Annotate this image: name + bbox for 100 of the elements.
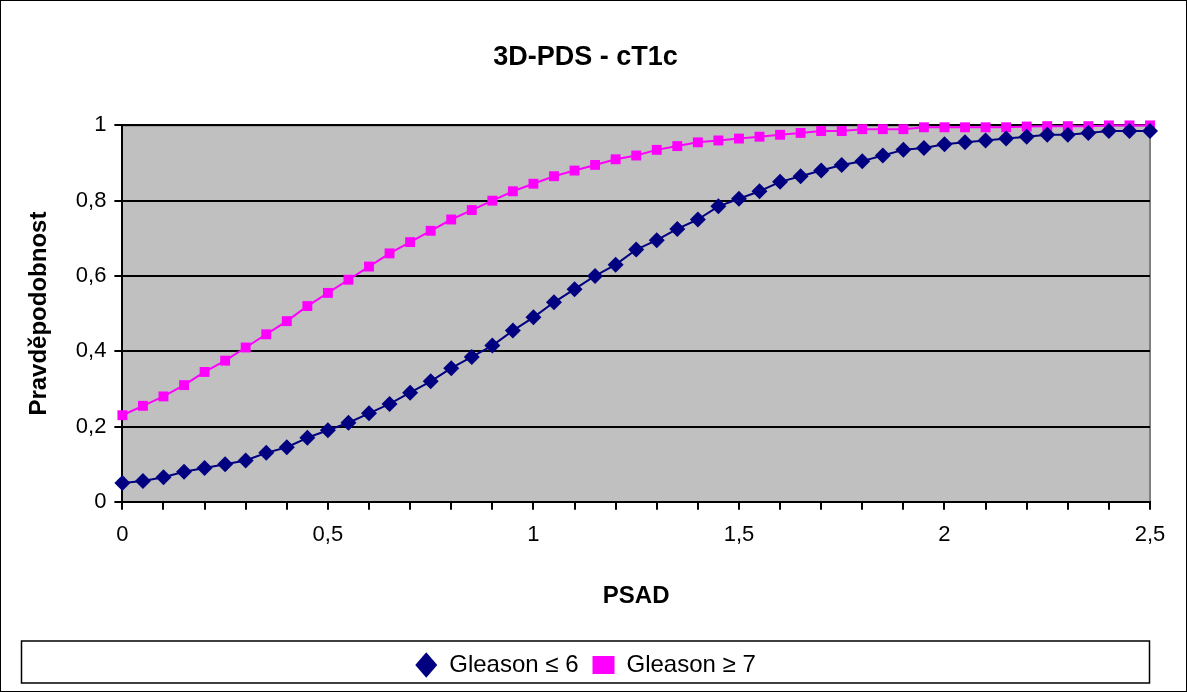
legend-label: Gleason ≤ 6	[449, 649, 579, 677]
x-tick-label: 0	[116, 521, 129, 547]
point	[792, 168, 809, 185]
y-tick-label: 0	[94, 487, 107, 513]
point	[795, 127, 806, 138]
point	[1018, 128, 1035, 145]
point	[651, 144, 662, 155]
point	[939, 122, 950, 133]
point	[689, 211, 706, 228]
y-tick-label: 0,2	[75, 412, 107, 438]
point	[281, 316, 292, 327]
point	[918, 122, 929, 133]
point	[381, 395, 398, 412]
point	[504, 322, 521, 339]
point	[566, 281, 583, 298]
point	[877, 124, 888, 135]
point	[1100, 123, 1117, 140]
point	[734, 133, 744, 144]
point	[158, 391, 169, 402]
point	[713, 135, 724, 146]
point	[322, 287, 333, 298]
point	[998, 130, 1015, 147]
point	[134, 473, 151, 490]
point	[775, 129, 786, 140]
y-tick-label: 0,8	[75, 186, 107, 212]
point	[751, 183, 768, 200]
point	[240, 342, 251, 353]
y-tick-label: 1	[94, 111, 107, 137]
point	[525, 309, 542, 326]
point	[833, 156, 850, 173]
point	[977, 132, 994, 149]
point	[402, 384, 419, 401]
point	[590, 159, 601, 170]
x-tick-label: 1,5	[723, 521, 755, 547]
point	[915, 139, 932, 156]
point	[874, 147, 891, 164]
point	[179, 380, 189, 391]
point	[114, 474, 131, 491]
point	[137, 400, 148, 411]
point	[528, 178, 539, 189]
point	[836, 126, 847, 136]
point	[466, 205, 477, 216]
point	[631, 150, 642, 161]
point	[487, 195, 498, 206]
point	[854, 153, 871, 170]
point	[361, 405, 378, 422]
x-tick-label: 2	[938, 521, 951, 547]
point	[1142, 123, 1158, 140]
point	[443, 360, 460, 377]
point	[980, 122, 991, 133]
point	[384, 248, 395, 259]
point	[813, 162, 830, 179]
point	[220, 355, 231, 366]
point	[484, 337, 501, 354]
point	[302, 301, 313, 312]
point	[772, 173, 789, 190]
x-tick-label: 1	[527, 521, 540, 547]
y-axis-title: Pravděpodobnost	[24, 211, 52, 416]
point	[545, 294, 562, 311]
point	[237, 452, 254, 469]
point	[895, 141, 912, 158]
point	[446, 214, 457, 225]
point	[299, 429, 316, 446]
point	[319, 422, 336, 439]
point	[610, 154, 621, 165]
point	[692, 137, 703, 148]
point	[196, 459, 213, 476]
point	[199, 366, 210, 377]
point	[405, 237, 416, 248]
point	[1001, 122, 1012, 133]
y-tick-label: 0,6	[75, 262, 107, 288]
point	[176, 463, 193, 480]
point	[607, 256, 624, 273]
point	[710, 198, 727, 215]
point	[569, 165, 580, 176]
point	[730, 190, 747, 207]
point	[960, 122, 970, 133]
point	[155, 469, 172, 486]
point	[258, 444, 275, 461]
point	[425, 225, 436, 236]
point	[628, 241, 645, 258]
y-tick-label: 0,4	[75, 337, 107, 363]
point	[1080, 124, 1097, 141]
point	[898, 124, 909, 135]
point	[507, 186, 518, 197]
x-tick-label: 2,5	[1134, 521, 1166, 547]
point	[340, 414, 357, 431]
chart-title: 3D-PDS - cT1c	[493, 40, 678, 71]
point	[816, 126, 827, 136]
point	[422, 373, 439, 390]
point	[857, 124, 868, 135]
point	[669, 220, 686, 237]
point	[117, 410, 128, 421]
point	[343, 274, 354, 285]
point	[936, 136, 953, 153]
point	[364, 261, 374, 272]
point	[549, 171, 559, 182]
point	[261, 329, 272, 340]
x-tick-label: 0,5	[312, 521, 344, 547]
point	[463, 348, 480, 365]
